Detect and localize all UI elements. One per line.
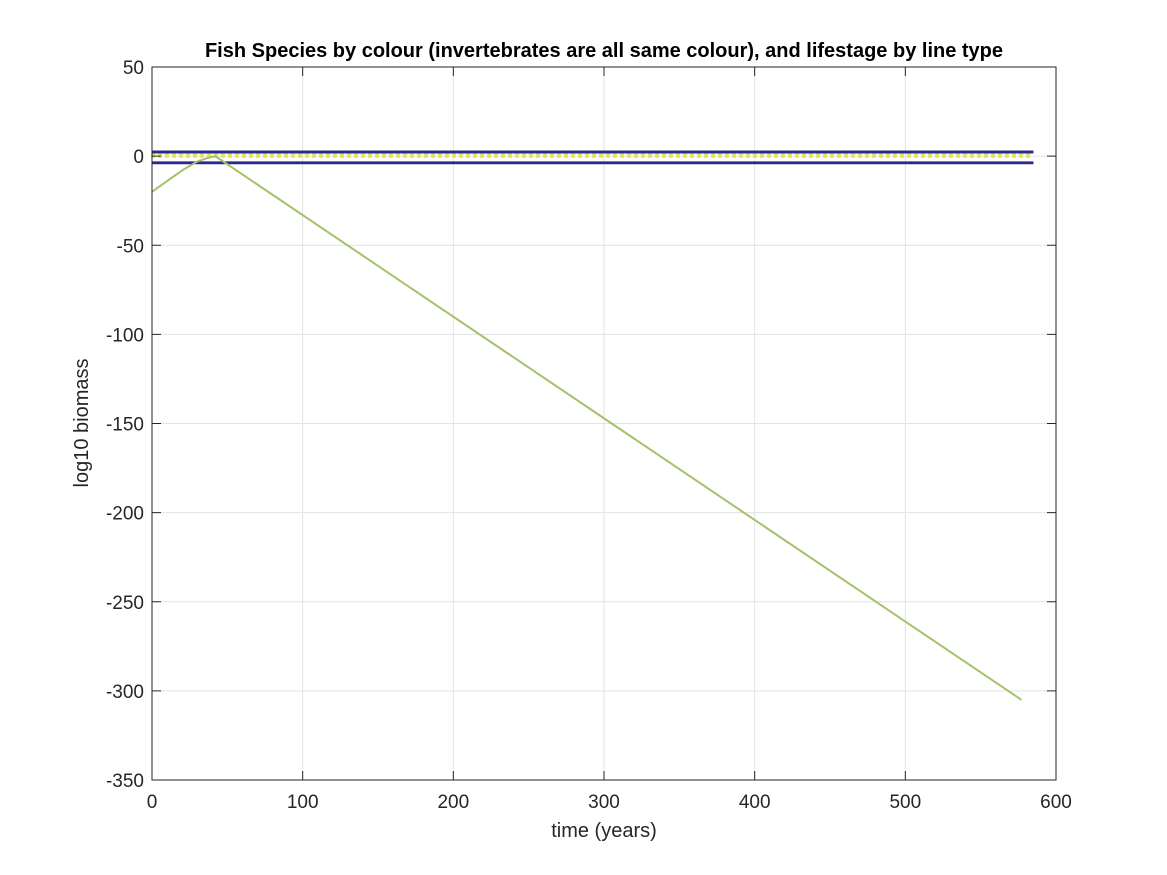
x-tick-label: 300 xyxy=(588,792,620,813)
y-tick-label: -100 xyxy=(106,325,144,346)
y-tick-label: -200 xyxy=(106,504,144,525)
y-tick-label: -300 xyxy=(106,682,144,703)
grid xyxy=(152,67,1056,780)
chart-title: Fish Species by colour (invertebrates ar… xyxy=(205,40,1003,62)
y-axis-label: log10 biomass xyxy=(71,359,93,488)
x-tick-label: 600 xyxy=(1040,792,1072,813)
y-tick-label: 50 xyxy=(123,58,144,79)
x-axis-label: time (years) xyxy=(551,820,657,842)
y-tick-label: -250 xyxy=(106,593,144,614)
x-tick-label: 500 xyxy=(889,792,921,813)
y-tick-label: -50 xyxy=(117,236,144,257)
y-tick-label: -150 xyxy=(106,415,144,436)
y-tick-label: 0 xyxy=(133,147,144,168)
series-lines xyxy=(150,150,1035,701)
x-tick-label: 200 xyxy=(437,792,469,813)
ticks xyxy=(151,66,1057,781)
x-tick-label: 400 xyxy=(739,792,771,813)
x-tick-label: 0 xyxy=(147,792,158,813)
x-tick-label: 100 xyxy=(287,792,319,813)
tick-labels: 0 100 200 300 400 500 600500-50-100-150-200-25… xyxy=(106,58,1072,813)
y-tick-label: -350 xyxy=(106,771,144,792)
series-line-6 xyxy=(151,155,1022,701)
